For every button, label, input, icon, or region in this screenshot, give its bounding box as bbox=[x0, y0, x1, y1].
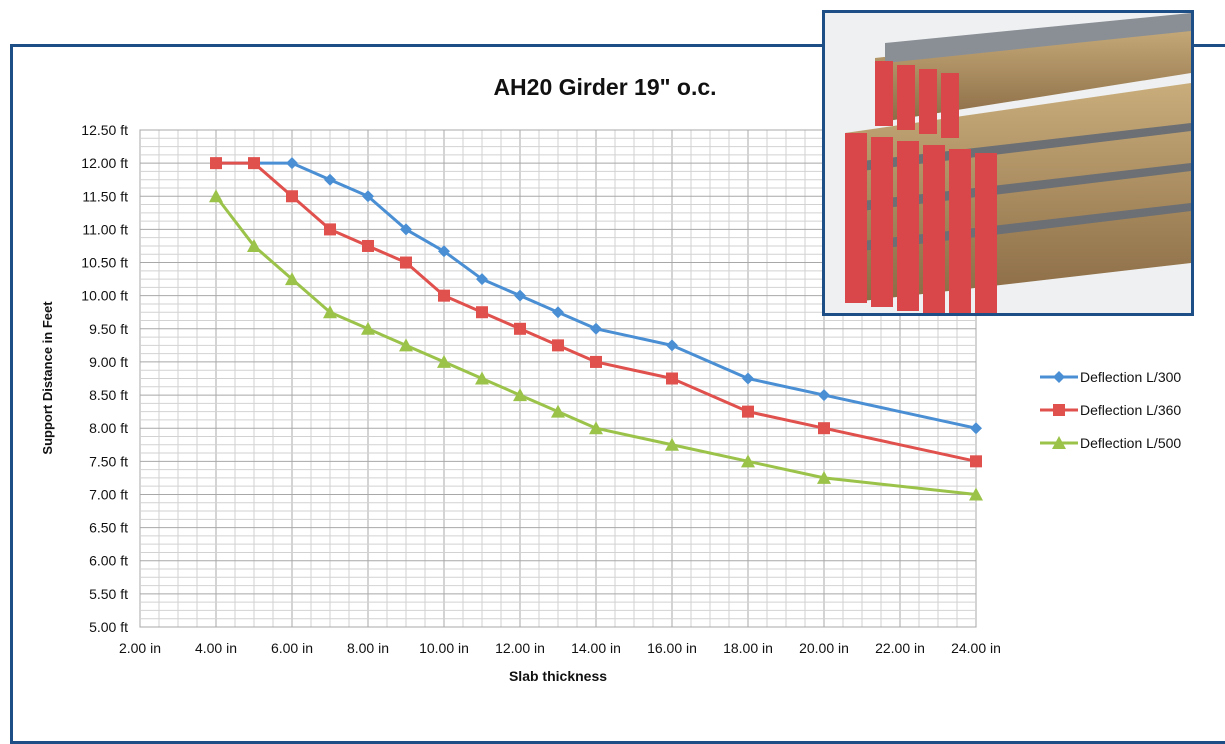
y-tick-label: 12.50 ft bbox=[81, 122, 128, 138]
y-tick-label: 7.50 ft bbox=[89, 453, 128, 469]
chart-title: AH20 Girder 19" o.c. bbox=[493, 74, 716, 100]
y-tick-label: 8.00 ft bbox=[89, 420, 128, 436]
y-tick-label: 10.50 ft bbox=[81, 255, 128, 271]
x-tick-label: 14.00 in bbox=[571, 640, 621, 656]
data-point bbox=[514, 322, 526, 335]
series-3 bbox=[209, 189, 983, 501]
data-point bbox=[209, 189, 223, 203]
data-point bbox=[323, 305, 337, 319]
y-tick-label: 7.00 ft bbox=[89, 486, 128, 502]
data-point bbox=[969, 487, 983, 501]
data-point bbox=[817, 470, 831, 484]
series-2 bbox=[210, 157, 982, 468]
x-tick-label: 12.00 in bbox=[495, 640, 545, 656]
x-tick-label: 18.00 in bbox=[723, 640, 773, 656]
data-point bbox=[362, 239, 374, 252]
legend-item-3: Deflection L/500 bbox=[1040, 435, 1181, 451]
data-point bbox=[590, 322, 602, 335]
x-tick-label: 10.00 in bbox=[419, 640, 469, 656]
y-axis-label: Support Distance in Feet bbox=[40, 301, 55, 455]
girder-stack-illustration bbox=[825, 13, 1191, 313]
girder-stack-photo bbox=[822, 10, 1194, 316]
data-point bbox=[475, 371, 489, 385]
data-point bbox=[438, 245, 450, 258]
y-tick-label: 8.50 ft bbox=[89, 387, 128, 403]
y-tick-label: 12.00 ft bbox=[81, 155, 128, 171]
y-tick-label: 10.00 ft bbox=[81, 288, 128, 304]
legend-label: Deflection L/500 bbox=[1080, 435, 1181, 451]
legend-label: Deflection L/360 bbox=[1080, 402, 1181, 418]
y-tick-label: 5.00 ft bbox=[89, 619, 128, 635]
data-point bbox=[286, 157, 298, 170]
data-point bbox=[400, 256, 412, 269]
x-tick-label: 16.00 in bbox=[647, 640, 697, 656]
x-tick-label: 24.00 in bbox=[951, 640, 1001, 656]
data-point bbox=[437, 354, 451, 368]
legend-marker bbox=[1052, 436, 1066, 449]
data-point bbox=[742, 372, 754, 385]
data-point bbox=[818, 389, 830, 402]
data-point bbox=[665, 437, 679, 451]
legend-label: Deflection L/300 bbox=[1080, 369, 1181, 385]
y-tick-labels: 12.50 ft 12.00 ft 11.50 ft 11.00 ft 10.50 ft… bbox=[81, 122, 128, 635]
data-point bbox=[324, 173, 336, 186]
data-point bbox=[400, 223, 412, 236]
y-tick-label: 11.00 ft bbox=[82, 221, 128, 237]
x-tick-labels: 2.00 in 4.00 in 6.00 in 8.00 in 10.00 in 12.0… bbox=[119, 640, 1001, 656]
y-tick-label: 9.50 ft bbox=[89, 321, 128, 337]
data-point bbox=[970, 422, 982, 435]
x-tick-label: 20.00 in bbox=[799, 640, 849, 656]
data-point bbox=[741, 454, 755, 468]
data-point bbox=[438, 289, 450, 302]
legend-item-2: Deflection L/360 bbox=[1040, 402, 1181, 418]
data-point bbox=[362, 190, 374, 203]
series-group bbox=[209, 157, 983, 501]
data-point bbox=[590, 355, 602, 368]
data-point bbox=[210, 157, 222, 170]
data-point bbox=[666, 372, 678, 385]
legend-marker bbox=[1053, 371, 1065, 383]
data-point bbox=[286, 190, 298, 203]
legend-marker bbox=[1053, 404, 1065, 416]
data-point bbox=[324, 223, 336, 236]
data-point bbox=[552, 306, 564, 319]
y-tick-label: 6.00 ft bbox=[89, 553, 128, 569]
data-point bbox=[476, 273, 488, 286]
y-tick-label: 11.50 ft bbox=[82, 188, 128, 204]
legend-item-1: Deflection L/300 bbox=[1040, 369, 1181, 385]
x-axis-label: Slab thickness bbox=[509, 668, 607, 684]
x-tick-label: 8.00 in bbox=[347, 640, 389, 656]
data-point bbox=[476, 306, 488, 319]
data-point bbox=[742, 405, 754, 418]
data-point bbox=[551, 404, 565, 418]
y-tick-label: 9.00 ft bbox=[89, 354, 128, 370]
x-tick-label: 4.00 in bbox=[195, 640, 237, 656]
y-tick-label: 5.50 ft bbox=[89, 586, 128, 602]
data-point bbox=[589, 421, 603, 435]
data-point bbox=[361, 321, 375, 335]
data-point bbox=[666, 339, 678, 352]
y-tick-label: 6.50 ft bbox=[89, 520, 128, 536]
x-tick-label: 22.00 in bbox=[875, 640, 925, 656]
x-tick-label: 2.00 in bbox=[119, 640, 161, 656]
data-point bbox=[818, 422, 830, 435]
data-point bbox=[247, 238, 261, 252]
data-point bbox=[970, 455, 982, 468]
data-point bbox=[514, 289, 526, 302]
data-point bbox=[552, 339, 564, 352]
x-tick-label: 6.00 in bbox=[271, 640, 313, 656]
data-point bbox=[285, 272, 299, 286]
legend: Deflection L/300 Deflection L/360 Deflecti… bbox=[1040, 369, 1181, 451]
data-point bbox=[513, 388, 527, 402]
data-point bbox=[399, 338, 413, 352]
data-point bbox=[248, 157, 260, 170]
